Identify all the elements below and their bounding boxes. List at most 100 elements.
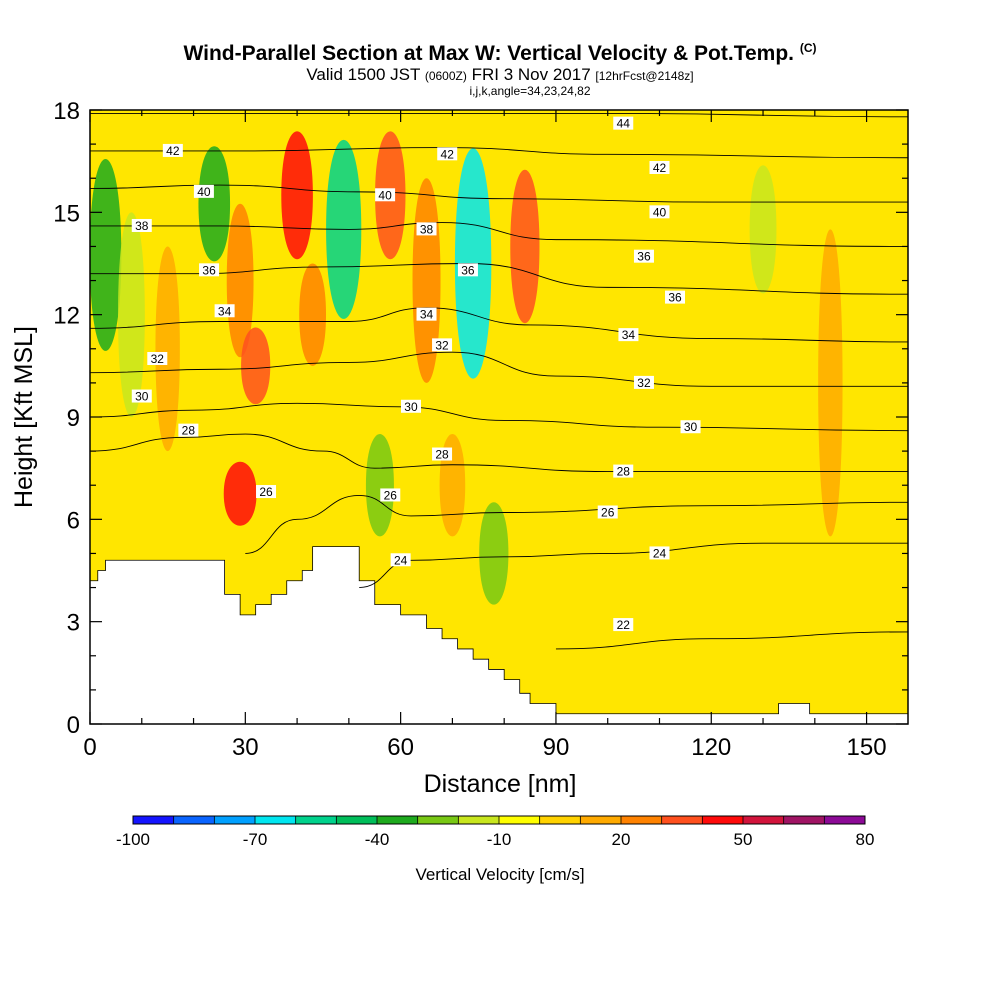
theta-contour-22	[555, 631, 908, 650]
contour-label: 40	[378, 188, 392, 202]
contour-label: 34	[218, 304, 232, 318]
colorbar-tick-label: 80	[856, 830, 875, 849]
velocity-cell-5	[223, 461, 257, 526]
contour-label: 38	[420, 222, 434, 236]
colorbar-swatch	[702, 816, 744, 824]
chart-title-block: Wind-Parallel Section at Max W: Vertical…	[0, 36, 1000, 97]
x-tick-label: 30	[232, 734, 259, 761]
velocity-cell-8	[299, 263, 327, 366]
colorbar: -100 -70 -40 -10 20 50 80	[116, 815, 875, 849]
colorbar-swatch	[214, 816, 256, 824]
theta-contour-34	[90, 307, 908, 343]
contour-label: 26	[601, 506, 615, 520]
contour-label-bg-15	[400, 399, 421, 413]
contour-label-bg-25	[633, 375, 654, 389]
colorbar-tick-label: -100	[116, 830, 150, 849]
contour-label-bg-12	[457, 263, 478, 277]
contour-labels: 42 40 38 36 34 32 30 28 26 42 40 38 36 34 32 30 28 26 24 44…	[131, 116, 701, 632]
contour-label: 36	[668, 291, 682, 305]
velocity-cell-6	[241, 327, 271, 405]
contour-label-bg-19	[613, 116, 634, 130]
y-tick-label: 12	[53, 303, 80, 330]
contour-label: 26	[259, 485, 273, 499]
colorbar-tick-label: 50	[734, 830, 753, 849]
x-tick-label: 60	[387, 734, 414, 761]
chart-title: Wind-Parallel Section at Max W: Vertical…	[0, 36, 1000, 66]
contour-label: 42	[653, 161, 667, 175]
forecast-info: [12hrFcst@2148z]	[595, 69, 694, 83]
contour-label: 38	[135, 219, 149, 233]
velocity-cell-16	[479, 502, 509, 605]
contour-label: 30	[135, 390, 149, 404]
contour-label-bg-22	[633, 249, 654, 263]
velocity-cell-15	[510, 169, 540, 324]
theta-contour-26	[245, 495, 908, 554]
y-tick-label: 9	[67, 405, 80, 432]
x-tick-label: 150	[847, 734, 887, 761]
terrain-profile	[90, 546, 908, 724]
theta-contour-42	[90, 147, 908, 159]
colorbar-swatch	[417, 816, 459, 824]
theta-contour-30	[90, 402, 908, 432]
contour-label-bg-14	[432, 338, 453, 352]
contour-label-bg-17	[380, 488, 401, 502]
terrain	[90, 546, 908, 724]
valid-time: Valid 1500 JST	[306, 65, 421, 84]
contour-label: 36	[461, 263, 475, 277]
contour-label-bg-27	[613, 464, 634, 478]
theta-contour-36	[90, 263, 908, 295]
colorbar-swatch	[336, 816, 378, 824]
theta-contour-40	[90, 184, 908, 203]
y-axis-label: Height [Kft MSL]	[10, 326, 38, 508]
contour-label: 28	[435, 448, 449, 462]
contour-label: 26	[384, 488, 398, 502]
x-axis-label: Distance [nm]	[424, 770, 577, 798]
contour-label-bg-13	[416, 307, 437, 321]
grid-info: i,j,k,angle=34,23,24,82	[469, 84, 591, 98]
contour-label: 44	[617, 117, 631, 131]
contour-label-bg-21	[649, 205, 670, 219]
velocity-cell-2	[155, 246, 180, 452]
plot-area: 42 40 38 36 34 32 30 28 26 42 40 38 36 34 32 30 28 26 24 44…	[90, 110, 908, 724]
contour-label-bg-11	[416, 222, 437, 236]
y-tick-label: 0	[67, 712, 80, 739]
colorbar-tick-label: -10	[487, 830, 512, 849]
contour-label: 28	[182, 424, 196, 438]
contour-label-bg-30	[613, 618, 634, 632]
contour-label: 42	[166, 144, 180, 158]
contour-label: 30	[684, 420, 698, 434]
contour-label-bg-28	[597, 505, 618, 519]
contour-label-bg-0	[162, 143, 183, 157]
y-tick-label: 15	[53, 200, 80, 227]
colorbar-tick-label: 20	[612, 830, 631, 849]
theta-contour-28	[90, 433, 908, 473]
valid-utc: (0600Z)	[424, 69, 467, 83]
contour-label: 34	[420, 308, 434, 322]
contour-label: 36	[637, 250, 651, 264]
y-tick-label: 3	[67, 610, 80, 637]
colorbar-label: Vertical Velocity [cm/s]	[415, 865, 584, 884]
contour-label: 24	[653, 546, 667, 560]
contour-label-bg-9	[437, 147, 458, 161]
colorbar-swatch	[295, 816, 337, 824]
x-tick-label: 120	[691, 734, 731, 761]
velocity-cell-3	[198, 146, 231, 262]
contour-label: 32	[151, 352, 165, 366]
x-tick-label: 0	[83, 734, 96, 761]
contour-label-bg-5	[147, 352, 168, 366]
colorbar-swatch	[255, 816, 297, 824]
contour-label: 32	[637, 376, 651, 390]
contour-label-bg-26	[680, 420, 701, 434]
contour-label: 24	[394, 553, 408, 567]
contour-label-bg-1	[193, 184, 214, 198]
colorbar-swatch	[133, 816, 175, 824]
contour-label-bg-16	[432, 447, 453, 461]
velocity-cell-0	[90, 159, 122, 351]
colorbar-swatch	[173, 816, 215, 824]
colorbar-tick-label: -40	[365, 830, 390, 849]
velocity-cell-1	[118, 212, 145, 417]
velocity-cell-4	[226, 203, 254, 358]
y-tick-label: 18	[53, 98, 80, 125]
